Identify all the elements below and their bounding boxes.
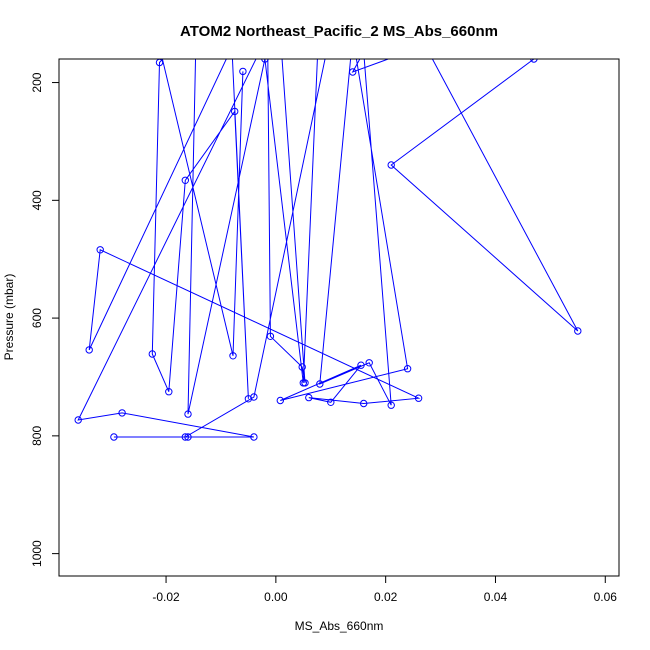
data-point	[266, 332, 275, 340]
data-point	[422, 42, 428, 48]
data-point	[250, 393, 258, 401]
data-point	[74, 416, 82, 424]
data-point	[314, 51, 320, 57]
x-axis-label: MS_Abs_660nm	[295, 619, 384, 633]
data-point	[181, 433, 190, 441]
y-tick-label: 800	[30, 426, 44, 446]
data-point	[181, 176, 190, 185]
data-point	[148, 350, 157, 358]
y-tick-label: 1000	[30, 540, 44, 567]
data-point	[250, 433, 258, 441]
data-point	[574, 327, 582, 335]
data-point	[145, 42, 151, 48]
data-point	[387, 161, 395, 169]
data-point	[414, 394, 423, 402]
data-point	[323, 49, 329, 55]
data-point	[138, 33, 144, 39]
x-tick-label: 0.04	[484, 590, 508, 604]
data-point	[530, 59, 538, 63]
data-point	[118, 409, 126, 417]
data-point	[403, 365, 412, 373]
data-point	[301, 379, 309, 387]
data-point	[184, 433, 192, 441]
data-point	[278, 46, 284, 52]
data-point	[361, 49, 367, 55]
series-line	[77, 59, 579, 438]
x-tick-label: 0.02	[374, 590, 398, 604]
y-axis: 200 400 600 800 1000	[30, 72, 60, 567]
data-point	[231, 107, 239, 116]
data-point	[298, 363, 306, 371]
data-point	[229, 44, 235, 50]
data-point	[229, 352, 237, 360]
data-point	[184, 410, 192, 418]
data-point	[316, 380, 324, 388]
data-point	[276, 396, 284, 405]
y-axis-label: Pressure (mbar)	[2, 274, 16, 361]
data-point	[360, 399, 368, 408]
data-point	[261, 59, 269, 63]
data-point	[349, 68, 357, 76]
data-point	[305, 393, 313, 402]
x-axis: -0.02 0.00 0.02 0.04 0.06	[152, 575, 618, 604]
x-tick-label: 0.00	[264, 590, 288, 604]
data-point	[85, 346, 93, 354]
y-tick-label: 400	[30, 190, 44, 210]
data-point	[165, 388, 173, 396]
data-point	[327, 398, 335, 406]
data-point	[159, 59, 164, 60]
data-points	[74, 33, 582, 441]
data-point	[110, 433, 118, 441]
y-tick-label: 600	[30, 308, 44, 328]
x-tick-label: -0.02	[152, 590, 180, 604]
data-point	[365, 359, 373, 367]
data-point	[96, 246, 104, 254]
chart-title: ATOM2 Northeast_Pacific_2 MS_Abs_660nm	[180, 23, 498, 40]
plot-frame	[58, 58, 620, 577]
data-point	[357, 361, 365, 369]
data-point	[387, 401, 395, 409]
y-tick-label: 200	[30, 72, 44, 92]
data-point	[239, 67, 247, 76]
x-tick-label: 0.06	[594, 590, 618, 604]
